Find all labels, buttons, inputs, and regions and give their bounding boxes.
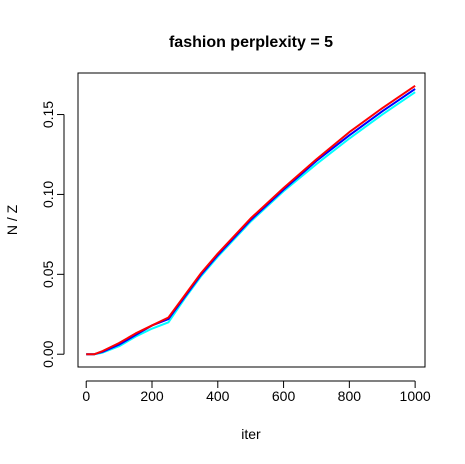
y-tick-label: 0.05 <box>40 260 56 287</box>
x-tick-label: 200 <box>140 388 164 404</box>
chart-title: fashion perplexity = 5 <box>169 34 333 51</box>
x-axis: 0 200 400 600 800 1000 <box>82 380 431 404</box>
series-layer <box>86 84 416 356</box>
y-tick-label: 0.00 <box>40 340 56 367</box>
plot-area-frame <box>77 72 426 368</box>
y-axis-label: N / Z <box>4 204 20 235</box>
y-tick-label: 0.10 <box>40 181 56 208</box>
x-tick-label: 1000 <box>400 388 431 404</box>
x-tick-label: 800 <box>338 388 362 404</box>
x-tick-label: 600 <box>272 388 296 404</box>
series-line-1 <box>86 91 416 356</box>
x-tick-label: 0 <box>82 388 90 404</box>
series-line-3 <box>86 84 416 356</box>
x-axis-label: iter <box>241 426 261 442</box>
y-tick-label: 0.15 <box>40 101 56 128</box>
y-axis: 0.00 0.05 0.10 0.15 <box>40 101 65 368</box>
x-tick-label: 400 <box>206 388 230 404</box>
